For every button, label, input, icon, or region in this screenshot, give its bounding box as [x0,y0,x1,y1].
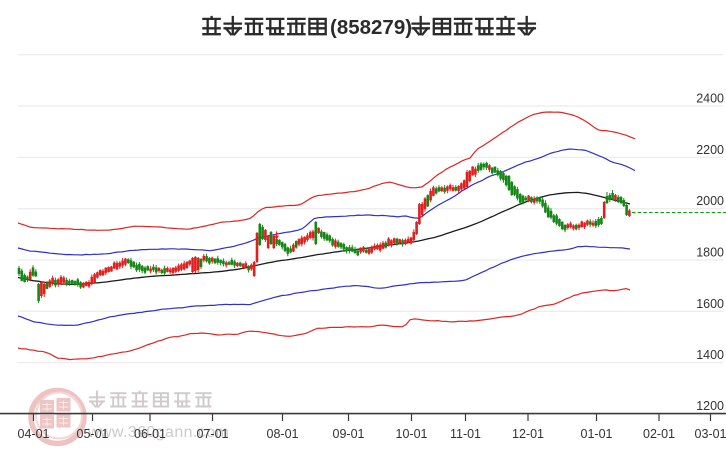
svg-text:www.360gann.com: www.360gann.com [87,424,229,441]
svg-text:(858279): (858279) [330,16,412,39]
svg-text:08-01: 08-01 [267,427,299,441]
svg-text:2000: 2000 [696,194,724,208]
svg-text:04-01: 04-01 [18,427,50,441]
svg-text:01-01: 01-01 [581,427,613,441]
svg-text:03-01: 03-01 [695,427,726,441]
svg-text:1600: 1600 [696,297,724,311]
svg-text:05-01: 05-01 [77,427,109,441]
svg-text:1400: 1400 [696,348,724,362]
svg-text:10-01: 10-01 [396,427,428,441]
svg-text:07-01: 07-01 [197,427,229,441]
svg-text:02-01: 02-01 [643,427,675,441]
svg-text:2200: 2200 [696,143,724,157]
svg-text:1800: 1800 [696,246,724,260]
svg-text:1200: 1200 [696,399,724,413]
svg-text:11-01: 11-01 [450,427,481,441]
svg-text:09-01: 09-01 [333,427,365,441]
svg-text:12-01: 12-01 [512,427,544,441]
svg-text:2400: 2400 [696,92,724,106]
svg-text:06-01: 06-01 [134,427,166,441]
